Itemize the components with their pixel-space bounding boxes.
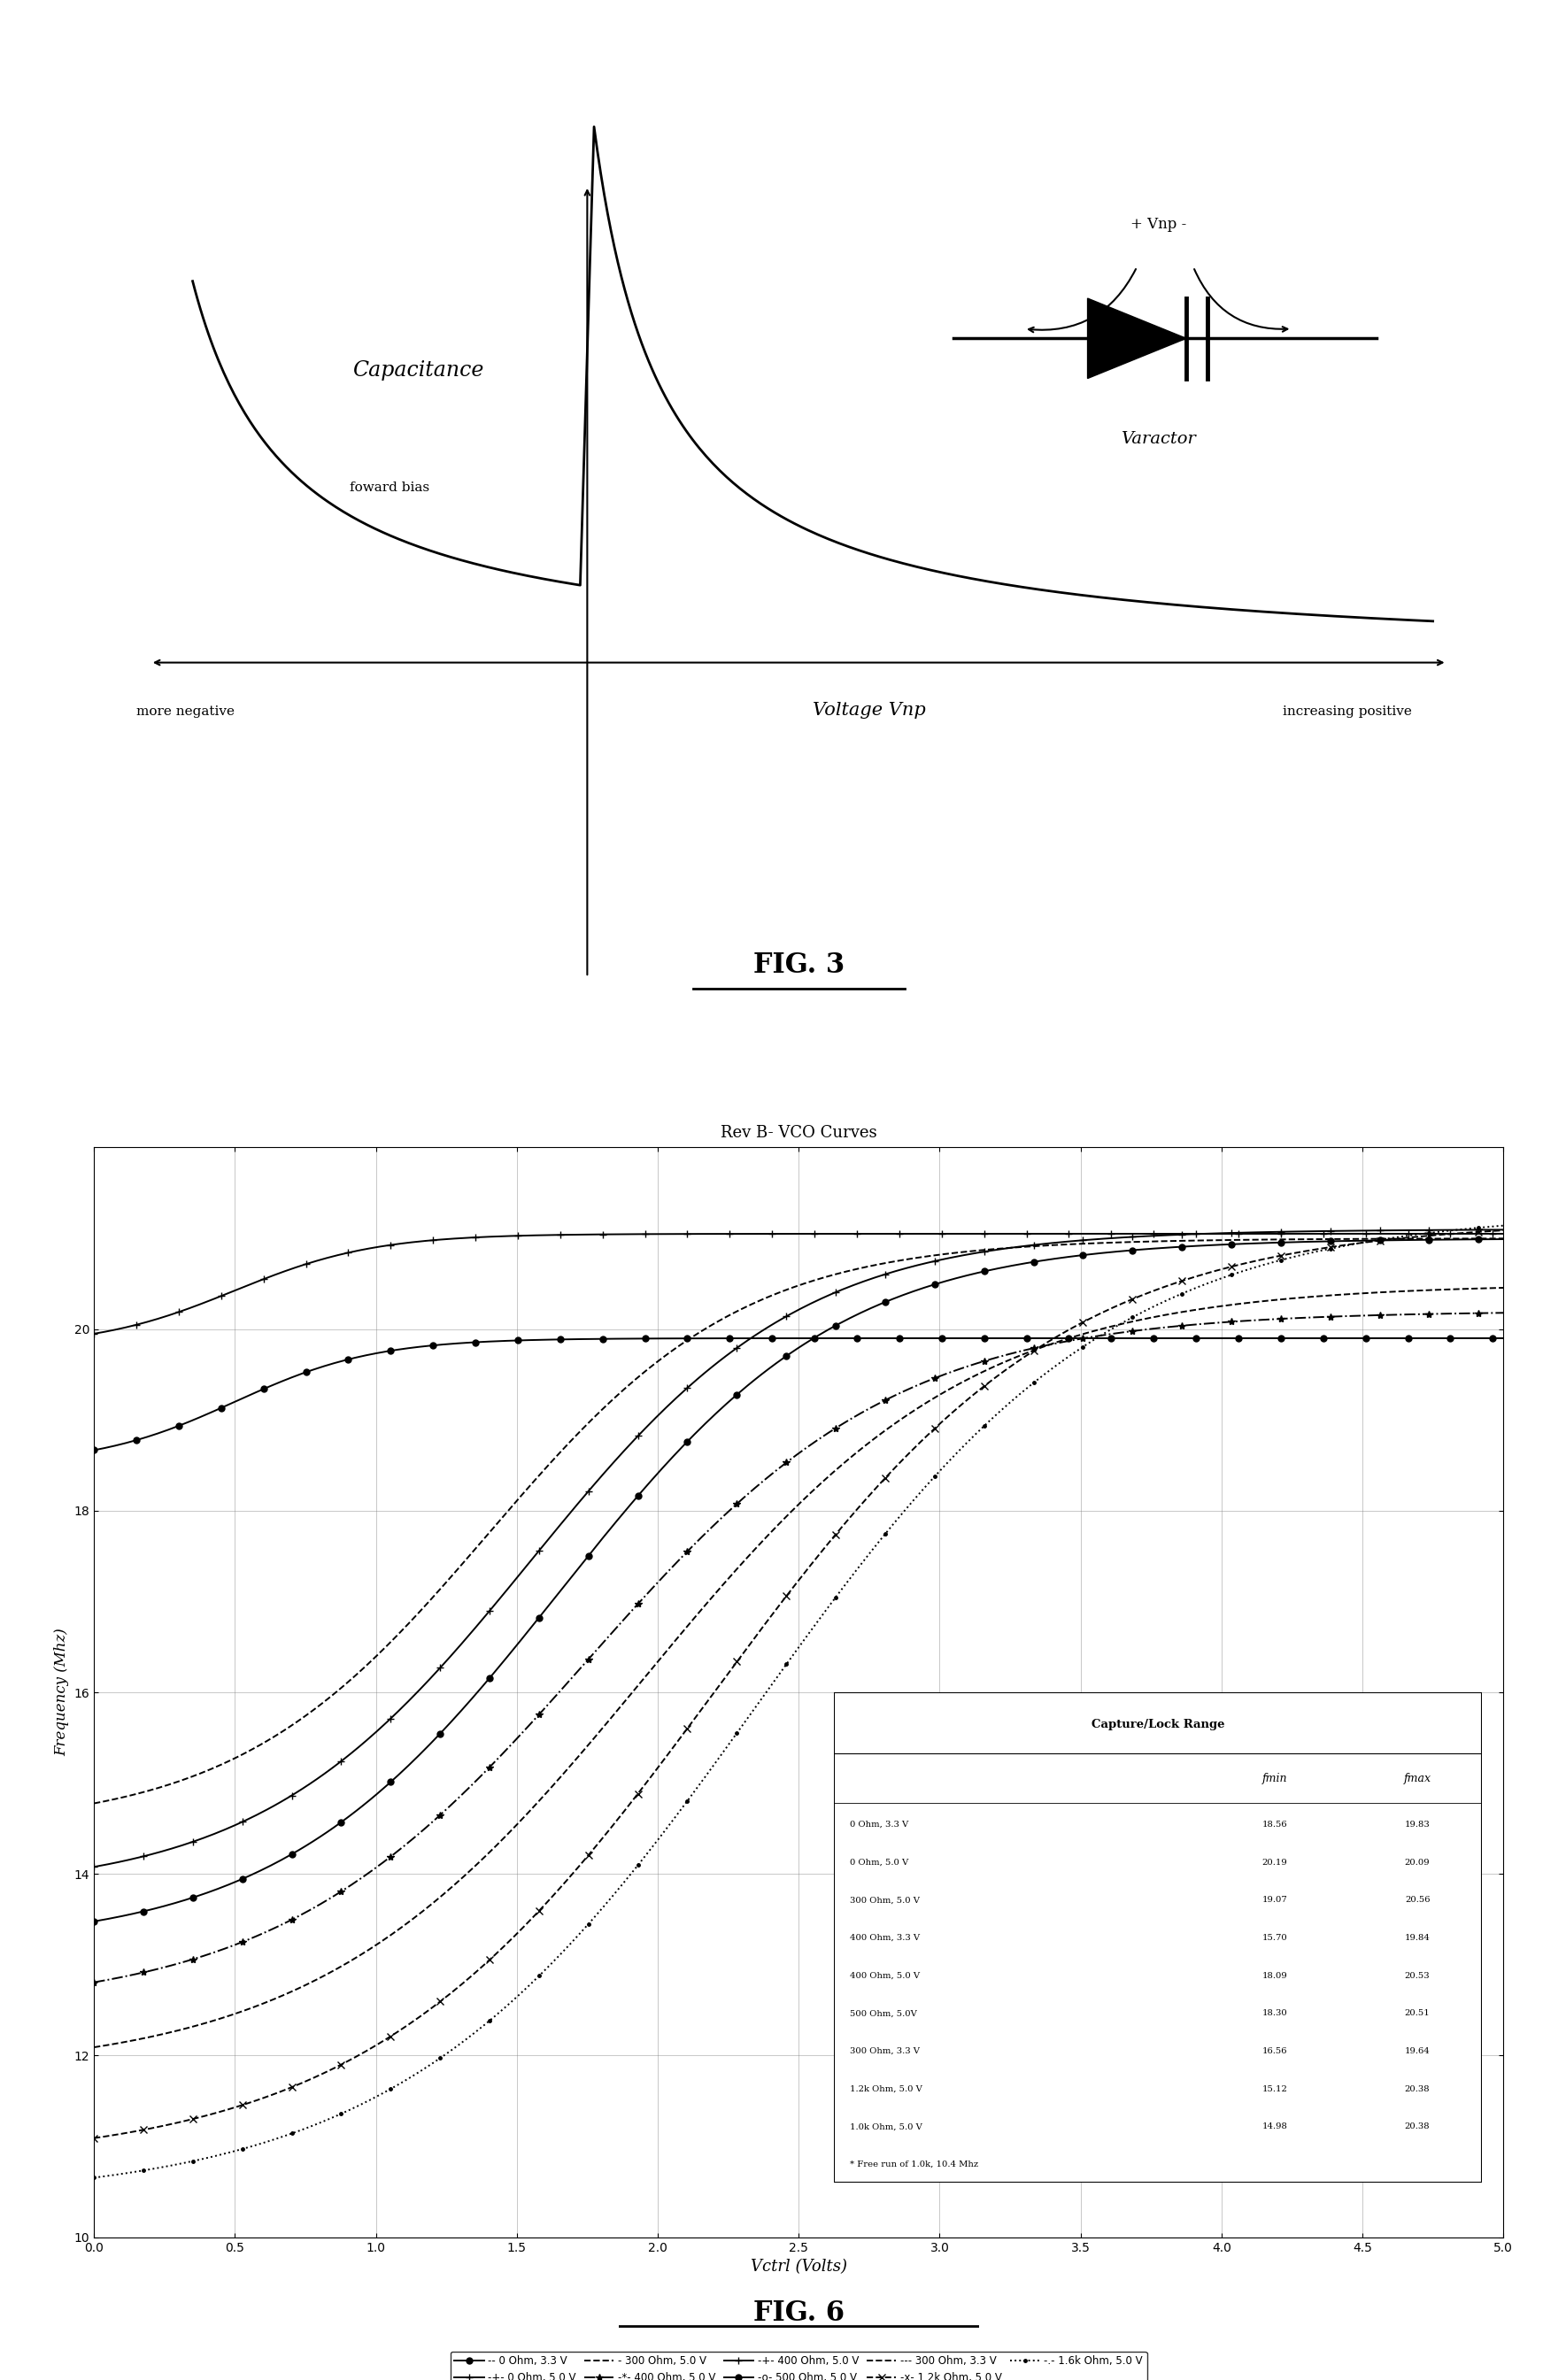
- 300 Ohm, 5.0 V bbox=[1109, 1228, 1128, 1257]
-.- 1.6k Ohm, 5.0 V bbox=[254, 2128, 272, 2156]
-+- 400 Ohm, 5.0 V bbox=[85, 1852, 103, 1880]
-+- 400 Ohm, 5.0 V bbox=[971, 1238, 990, 1266]
-*- 400 Ohm, 5.0 V bbox=[85, 1968, 103, 1997]
Y-axis label: Frequency (Mhz): Frequency (Mhz) bbox=[53, 1628, 69, 1756]
-*- 400 Ohm, 5.0 V bbox=[642, 1573, 661, 1602]
-+- 0 Ohm, 5.0 V bbox=[971, 1219, 990, 1247]
- 300 Ohm, 5.0 V bbox=[254, 1728, 272, 1756]
Line: --- 300 Ohm, 3.3 V: --- 300 Ohm, 3.3 V bbox=[94, 1288, 1503, 2047]
--- 300 Ohm, 3.3 V bbox=[642, 1654, 661, 1683]
Line: -.- 1.6k Ohm, 5.0 V: -.- 1.6k Ohm, 5.0 V bbox=[91, 1223, 1506, 2180]
Text: foward bias: foward bias bbox=[351, 481, 429, 493]
Line: - 300 Ohm, 5.0 V: - 300 Ohm, 5.0 V bbox=[94, 1238, 1503, 1804]
--- 300 Ohm, 3.3 V bbox=[543, 1771, 562, 1799]
-o- 500 Ohm, 5.0 V bbox=[971, 1259, 990, 1288]
-- 0 Ohm, 3.3 V bbox=[543, 1326, 562, 1354]
Text: FIG. 3: FIG. 3 bbox=[753, 952, 844, 978]
-+- 0 Ohm, 5.0 V bbox=[1109, 1219, 1128, 1247]
-o- 500 Ohm, 5.0 V bbox=[1109, 1238, 1128, 1266]
Line: -x- 1.2k Ohm, 5.0 V: -x- 1.2k Ohm, 5.0 V bbox=[91, 1226, 1506, 2142]
-x- 1.2k Ohm, 5.0 V bbox=[254, 2082, 272, 2111]
-+- 400 Ohm, 5.0 V bbox=[254, 1797, 272, 1825]
Line: -+- 0 Ohm, 5.0 V: -+- 0 Ohm, 5.0 V bbox=[91, 1230, 1506, 1338]
Line: -*- 400 Ohm, 5.0 V: -*- 400 Ohm, 5.0 V bbox=[91, 1309, 1506, 1985]
Legend: -- 0 Ohm, 3.3 V, -+- 0 Ohm, 5.0 V, - 300 Ohm, 5.0 V, -*- 400 Ohm, 5.0 V, -+- 400: -- 0 Ohm, 3.3 V, -+- 0 Ohm, 5.0 V, - 300… bbox=[451, 2351, 1146, 2380]
-+- 0 Ohm, 5.0 V bbox=[1494, 1219, 1513, 1247]
--- 300 Ohm, 3.3 V bbox=[85, 2033, 103, 2061]
-.- 1.6k Ohm, 5.0 V bbox=[85, 2163, 103, 2192]
-- 0 Ohm, 3.3 V bbox=[1102, 1323, 1121, 1352]
-- 0 Ohm, 3.3 V bbox=[1494, 1323, 1513, 1352]
--- 300 Ohm, 3.3 V bbox=[1494, 1273, 1513, 1302]
-+- 0 Ohm, 5.0 V bbox=[254, 1264, 272, 1292]
- 300 Ohm, 5.0 V bbox=[1102, 1228, 1121, 1257]
-+- 400 Ohm, 5.0 V bbox=[1102, 1223, 1121, 1252]
-+- 0 Ohm, 5.0 V bbox=[85, 1319, 103, 1347]
-+- 0 Ohm, 5.0 V bbox=[642, 1221, 661, 1250]
-*- 400 Ohm, 5.0 V bbox=[1494, 1299, 1513, 1328]
-- 0 Ohm, 3.3 V bbox=[1109, 1323, 1128, 1352]
-+- 0 Ohm, 5.0 V bbox=[1102, 1219, 1121, 1247]
-- 0 Ohm, 3.3 V bbox=[85, 1435, 103, 1464]
-.- 1.6k Ohm, 5.0 V bbox=[971, 1416, 990, 1445]
Title: Rev B- VCO Curves: Rev B- VCO Curves bbox=[720, 1126, 877, 1140]
- 300 Ohm, 5.0 V bbox=[85, 1790, 103, 1818]
-*- 400 Ohm, 5.0 V bbox=[1109, 1319, 1128, 1347]
-o- 500 Ohm, 5.0 V bbox=[642, 1466, 661, 1495]
--- 300 Ohm, 3.3 V bbox=[971, 1359, 990, 1388]
-+- 0 Ohm, 5.0 V bbox=[543, 1221, 562, 1250]
-x- 1.2k Ohm, 5.0 V bbox=[85, 2123, 103, 2152]
-- 0 Ohm, 3.3 V bbox=[642, 1323, 661, 1352]
Text: increasing positive: increasing positive bbox=[1283, 704, 1413, 719]
-x- 1.2k Ohm, 5.0 V bbox=[1109, 1290, 1128, 1319]
--- 300 Ohm, 3.3 V bbox=[254, 1990, 272, 2018]
-.- 1.6k Ohm, 5.0 V bbox=[642, 1833, 661, 1861]
-*- 400 Ohm, 5.0 V bbox=[254, 1918, 272, 1947]
-x- 1.2k Ohm, 5.0 V bbox=[543, 1880, 562, 1909]
-+- 400 Ohm, 5.0 V bbox=[1109, 1223, 1128, 1252]
- 300 Ohm, 5.0 V bbox=[543, 1445, 562, 1473]
-o- 500 Ohm, 5.0 V bbox=[1102, 1238, 1121, 1266]
-*- 400 Ohm, 5.0 V bbox=[971, 1347, 990, 1376]
-o- 500 Ohm, 5.0 V bbox=[254, 1854, 272, 1883]
Text: Varactor: Varactor bbox=[1121, 431, 1195, 447]
Text: Capacitance: Capacitance bbox=[352, 362, 484, 381]
X-axis label: Vctrl (Volts): Vctrl (Volts) bbox=[750, 2259, 847, 2275]
Line: -- 0 Ohm, 3.3 V: -- 0 Ohm, 3.3 V bbox=[91, 1335, 1506, 1454]
Text: more negative: more negative bbox=[136, 704, 235, 719]
-.- 1.6k Ohm, 5.0 V bbox=[1494, 1211, 1513, 1240]
-*- 400 Ohm, 5.0 V bbox=[543, 1685, 562, 1714]
-.- 1.6k Ohm, 5.0 V bbox=[543, 1947, 562, 1975]
-o- 500 Ohm, 5.0 V bbox=[1494, 1226, 1513, 1254]
- 300 Ohm, 5.0 V bbox=[1494, 1223, 1513, 1252]
-+- 400 Ohm, 5.0 V bbox=[642, 1407, 661, 1435]
-- 0 Ohm, 3.3 V bbox=[254, 1376, 272, 1404]
-x- 1.2k Ohm, 5.0 V bbox=[642, 1761, 661, 1790]
Text: Voltage Vnp: Voltage Vnp bbox=[813, 702, 926, 719]
-x- 1.2k Ohm, 5.0 V bbox=[971, 1376, 990, 1404]
--- 300 Ohm, 3.3 V bbox=[1102, 1311, 1121, 1340]
Line: -+- 400 Ohm, 5.0 V: -+- 400 Ohm, 5.0 V bbox=[91, 1226, 1506, 1871]
-o- 500 Ohm, 5.0 V bbox=[543, 1585, 562, 1614]
-o- 500 Ohm, 5.0 V bbox=[85, 1906, 103, 1935]
- 300 Ohm, 5.0 V bbox=[642, 1352, 661, 1380]
- 300 Ohm, 5.0 V bbox=[971, 1235, 990, 1264]
-+- 400 Ohm, 5.0 V bbox=[1494, 1216, 1513, 1245]
Polygon shape bbox=[1088, 298, 1187, 378]
Line: -o- 500 Ohm, 5.0 V: -o- 500 Ohm, 5.0 V bbox=[91, 1235, 1506, 1925]
--- 300 Ohm, 3.3 V bbox=[1109, 1311, 1128, 1340]
Text: + Vnp -: + Vnp - bbox=[1131, 217, 1185, 233]
Text: FIG. 6: FIG. 6 bbox=[753, 2299, 844, 2328]
-+- 400 Ohm, 5.0 V bbox=[543, 1518, 562, 1547]
-*- 400 Ohm, 5.0 V bbox=[1102, 1319, 1121, 1347]
-- 0 Ohm, 3.3 V bbox=[971, 1323, 990, 1352]
-.- 1.6k Ohm, 5.0 V bbox=[1102, 1314, 1121, 1342]
-.- 1.6k Ohm, 5.0 V bbox=[1109, 1311, 1128, 1340]
-x- 1.2k Ohm, 5.0 V bbox=[1102, 1295, 1121, 1323]
-x- 1.2k Ohm, 5.0 V bbox=[1494, 1216, 1513, 1245]
